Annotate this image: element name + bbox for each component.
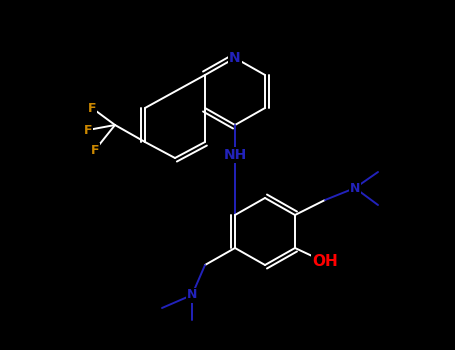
Text: N: N — [229, 51, 241, 65]
Text: F: F — [84, 124, 92, 136]
Text: N: N — [350, 182, 360, 195]
Text: F: F — [91, 144, 99, 156]
Text: OH: OH — [312, 254, 338, 270]
Text: N: N — [187, 288, 197, 301]
Text: NH: NH — [223, 148, 247, 162]
Text: F: F — [88, 102, 96, 114]
